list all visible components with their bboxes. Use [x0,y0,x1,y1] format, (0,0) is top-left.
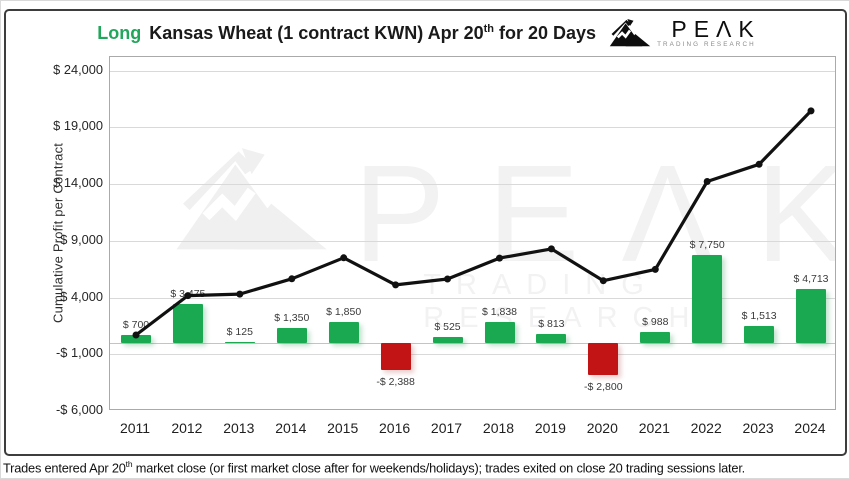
bar-2021 [640,331,671,343]
line-marker-2019 [547,245,555,253]
gridline [110,354,835,356]
y-tick-label: $ 4,000 [60,288,103,304]
x-tick-label-2014: 2014 [275,420,307,436]
line-marker-2023 [755,160,763,168]
bar-value-label: $ 988 [642,315,669,328]
bar-2019 [536,333,567,343]
line-marker-2020 [599,277,607,285]
x-tick-label-2024: 2024 [794,420,826,436]
logo-text: PEΛK TRADING RESEARCH [657,18,754,48]
y-tick-label: $ 9,000 [60,231,103,247]
bar-2011 [121,335,151,343]
x-tick-label-2020: 2020 [586,420,618,436]
bar-2016 [380,342,411,370]
x-axis-tick-labels: 2011 2012 2013 2014 2015 2016 2017 2018 2019 2020… [109,420,836,440]
bar-value-label: $ 525 [434,321,461,333]
x-tick-label-2015: 2015 [327,420,359,436]
bar-2024 [796,289,826,343]
bar-value-label: $ 1,350 [274,311,310,324]
y-tick-label: $ 24,000 [53,61,103,77]
bar-2015 [328,321,359,343]
mountain-icon [609,18,651,46]
bar-value-label: -$ 2,800 [584,380,623,393]
gridline [110,70,835,72]
y-axis-tick-labels: $ 24,000 $ 19,000 $ 14,000 $ 9,000 $ 4,000 -$… [6,56,103,417]
bar-value-label: $ 125 [226,325,253,338]
bar-2022 [692,255,723,343]
x-tick-label-2011: 2011 [119,420,151,436]
gridline [110,184,835,186]
line-marker-2016 [392,281,400,289]
line-marker-2014 [288,275,296,283]
gridline [110,297,835,299]
zero-axis-line [110,342,835,344]
x-tick-label-2019: 2019 [534,420,566,436]
line-marker-2012 [184,292,192,300]
line-marker-2015 [340,254,348,262]
x-tick-label-2017: 2017 [430,420,463,436]
line-marker-2018 [496,254,503,262]
chart-container: Long Kansas Wheat (1 contract KWN) Apr 2… [4,9,847,456]
bar-2012 [172,303,203,343]
y-tick-label: $ 14,000 [53,175,103,191]
x-tick-label-2022: 2022 [690,420,722,436]
bar-value-label: $ 1,850 [326,305,362,318]
logo-brand: PEΛK [671,16,761,42]
x-tick-label-2013: 2013 [223,420,255,436]
x-tick-label-2012: 2012 [171,420,203,436]
footnote: Trades entered Apr 20th market close (or… [3,459,746,476]
gridline [110,127,835,129]
line-marker-2022 [703,178,711,185]
peak-logo: PEΛK TRADING RESEARCH [608,18,754,48]
line-marker-2013 [236,290,244,298]
bar-2018 [484,322,515,343]
bar-value-label: $ 700 [122,319,150,331]
line-marker-2024 [807,107,815,115]
x-tick-label-2018: 2018 [482,420,515,436]
title-superscript: th [483,22,494,35]
y-tick-label: -$ 1,000 [56,345,103,361]
bar-2020 [588,342,619,375]
bar-2023 [744,325,775,343]
bar-2017 [432,337,463,343]
y-tick-label: -$ 6,000 [56,402,103,417]
title-main: Kansas Wheat (1 contract KWN) Apr 20th f… [149,22,597,43]
title-highlight: Long [97,22,142,43]
bar-value-label: $ 813 [538,317,565,330]
x-tick-label-2016: 2016 [379,420,411,436]
bar-value-label: -$ 2,388 [376,376,415,388]
bar-value-label: $ 4,713 [793,273,829,286]
bar-value-label: $ 1,838 [481,306,518,319]
cumulative-line [132,107,815,339]
bar-2013 [224,341,255,343]
bar-2014 [276,327,307,343]
x-tick-label-2023: 2023 [742,420,774,436]
x-tick-label-2021: 2021 [638,420,670,436]
chart-title: Long Kansas Wheat (1 contract KWN) Apr 2… [6,18,845,48]
plot-area: PEΛK TRADING RESEARCH $ 700 $ 3,475 $ 125 $… [109,56,836,410]
logo-subtitle: TRADING RESEARCH [657,41,756,48]
gridline [110,240,835,242]
line-marker-2021 [651,265,659,273]
bar-value-label: $ 7,750 [689,239,725,251]
line-marker-2011 [132,331,140,339]
y-tick-label: $ 19,000 [53,118,103,134]
line-marker-2017 [444,275,451,283]
bar-value-label: $ 1,513 [741,309,777,322]
